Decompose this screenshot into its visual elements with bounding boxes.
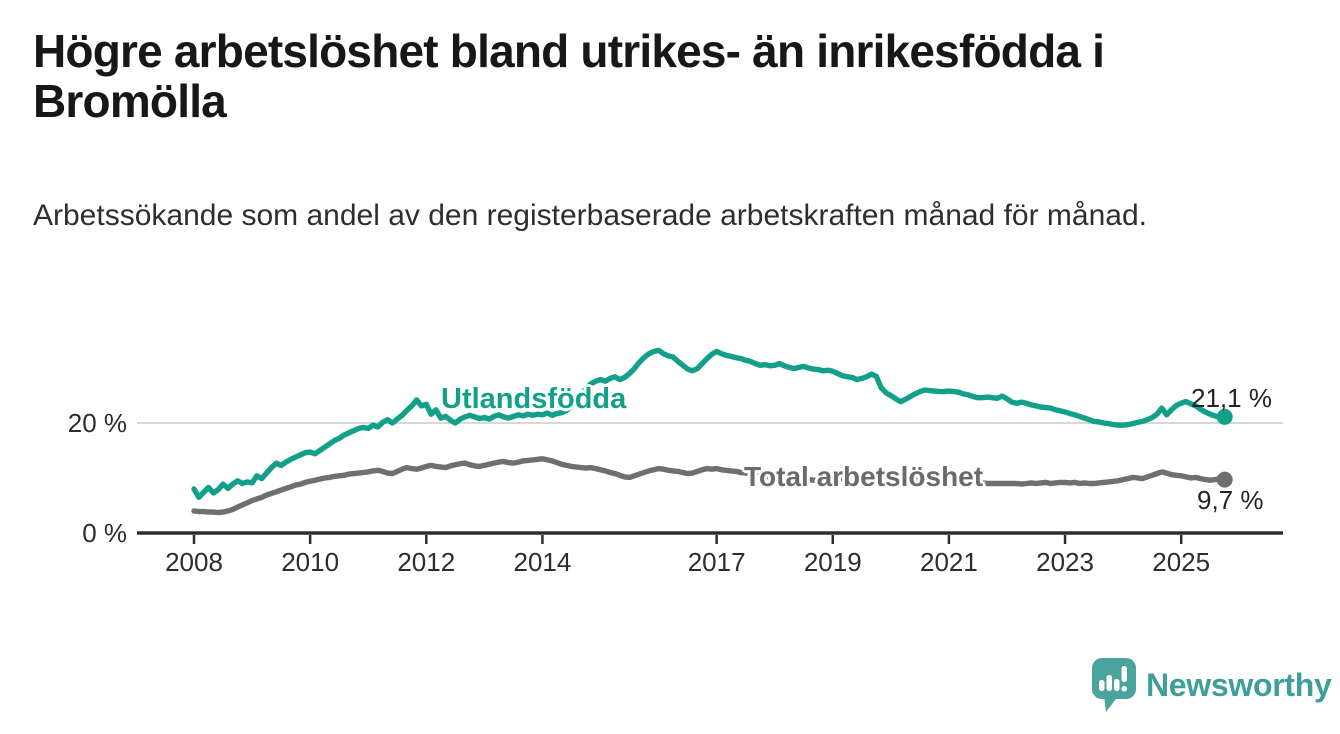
- svg-text:0 %: 0 %: [82, 518, 127, 548]
- svg-text:20 %: 20 %: [68, 408, 127, 438]
- series-label-total-arbetsloshet: Total arbetslöshet: [744, 461, 984, 492]
- speech-bubble-chart-icon: [1092, 658, 1136, 712]
- svg-text:2025: 2025: [1152, 547, 1210, 577]
- svg-text:2017: 2017: [688, 547, 746, 577]
- svg-text:2019: 2019: [804, 547, 862, 577]
- svg-text:2012: 2012: [397, 547, 455, 577]
- end-value-label-total: 9,7 %: [1197, 485, 1264, 515]
- page-subtitle: Arbetssökande som andel av den registerb…: [33, 199, 1147, 232]
- svg-text:2021: 2021: [920, 547, 978, 577]
- end-value-label-utlandsfodda: 21,1 %: [1191, 383, 1272, 413]
- page-title: Högre arbetslöshet bland utrikes- än inr…: [33, 25, 1105, 127]
- svg-text:2023: 2023: [1036, 547, 1094, 577]
- logo-text: Newsworthy: [1146, 667, 1332, 703]
- svg-text:2010: 2010: [281, 547, 339, 577]
- svg-text:2008: 2008: [165, 547, 223, 577]
- svg-text:2014: 2014: [513, 547, 571, 577]
- series-label-utlandsfodda: Utlandsfödda: [441, 383, 627, 415]
- newsworthy-logo: Newsworthy: [1091, 657, 1332, 714]
